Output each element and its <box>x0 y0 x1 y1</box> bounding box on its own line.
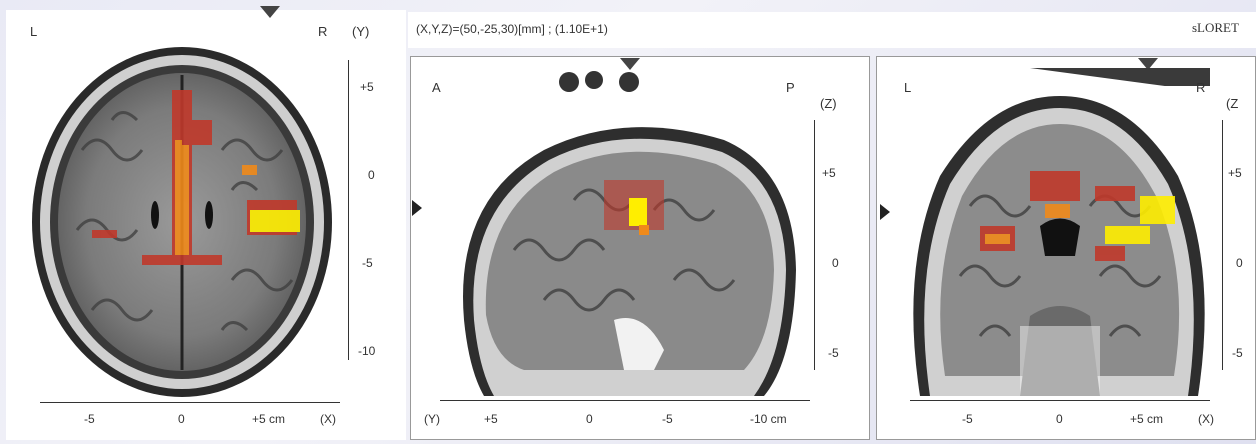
sagittal-anterior-label: A <box>432 80 441 95</box>
sagittal-y-tick: +5 <box>484 412 498 426</box>
axial-x-tick: 0 <box>178 412 185 426</box>
coronal-z-tick: -5 <box>1232 346 1243 360</box>
sagittal-z-axis-label: (Z) <box>820 96 837 111</box>
sagittal-z-tick: -5 <box>828 346 839 360</box>
coronal-cursor-marker-left[interactable] <box>880 204 890 220</box>
sagittal-y-tick: -10 cm <box>750 412 787 426</box>
axial-y-tick: 0 <box>368 168 375 182</box>
sagittal-z-tick: +5 <box>822 166 836 180</box>
axial-cursor-marker-top[interactable] <box>260 6 280 18</box>
coronal-z-scale <box>1222 120 1223 370</box>
axial-x-tick: -5 <box>84 412 95 426</box>
coronal-z-tick: +5 <box>1228 166 1242 180</box>
axial-y-scale <box>348 60 349 360</box>
coronal-z-axis-label: (Z <box>1226 96 1239 111</box>
sagittal-y-axis-label: (Y) <box>424 412 440 426</box>
coronal-x-scale <box>910 400 1210 401</box>
sagittal-cursor-marker-top[interactable] <box>620 58 640 70</box>
axial-slice-image[interactable] <box>22 30 344 400</box>
axial-y-tick: -10 <box>358 344 376 358</box>
axial-x-scale <box>40 402 340 403</box>
axial-y-axis-label: (Y) <box>352 24 370 39</box>
coronal-slice-image[interactable] <box>900 86 1218 396</box>
sagittal-cursor-marker-left[interactable] <box>412 200 422 216</box>
coronal-cursor-marker-top[interactable] <box>1138 58 1158 70</box>
coronal-x-tick: (X) <box>1198 412 1214 426</box>
coronal-left-label: L <box>904 80 912 95</box>
axial-right-label: R <box>318 24 328 39</box>
sagittal-z-scale <box>814 120 815 370</box>
sagittal-y-tick: 0 <box>586 412 593 426</box>
sagittal-slice-image[interactable] <box>424 70 806 396</box>
coordinate-readout-bar <box>408 12 1256 48</box>
axial-y-tick: -5 <box>362 256 373 270</box>
coronal-right-label: R <box>1196 80 1206 95</box>
sagittal-y-scale <box>440 400 810 401</box>
sagittal-posterior-label: P <box>786 80 795 95</box>
coronal-x-tick: -5 <box>962 412 973 426</box>
axial-left-label: L <box>30 24 38 39</box>
coronal-z-tick: 0 <box>1236 256 1243 270</box>
coronal-x-tick: 0 <box>1056 412 1063 426</box>
sagittal-z-tick: 0 <box>832 256 839 270</box>
axial-x-tick: +5 cm <box>252 412 286 426</box>
axial-y-tick: +5 <box>360 80 374 94</box>
app-name: sLORET <box>1192 20 1239 35</box>
sagittal-y-tick: -5 <box>662 412 673 426</box>
coordinate-readout: (X,Y,Z)=(50,-25,30)[mm] ; (1.10E+1) <box>416 22 608 36</box>
coronal-x-tick: +5 cm <box>1130 412 1164 426</box>
axial-x-tick: (X) <box>320 412 336 426</box>
